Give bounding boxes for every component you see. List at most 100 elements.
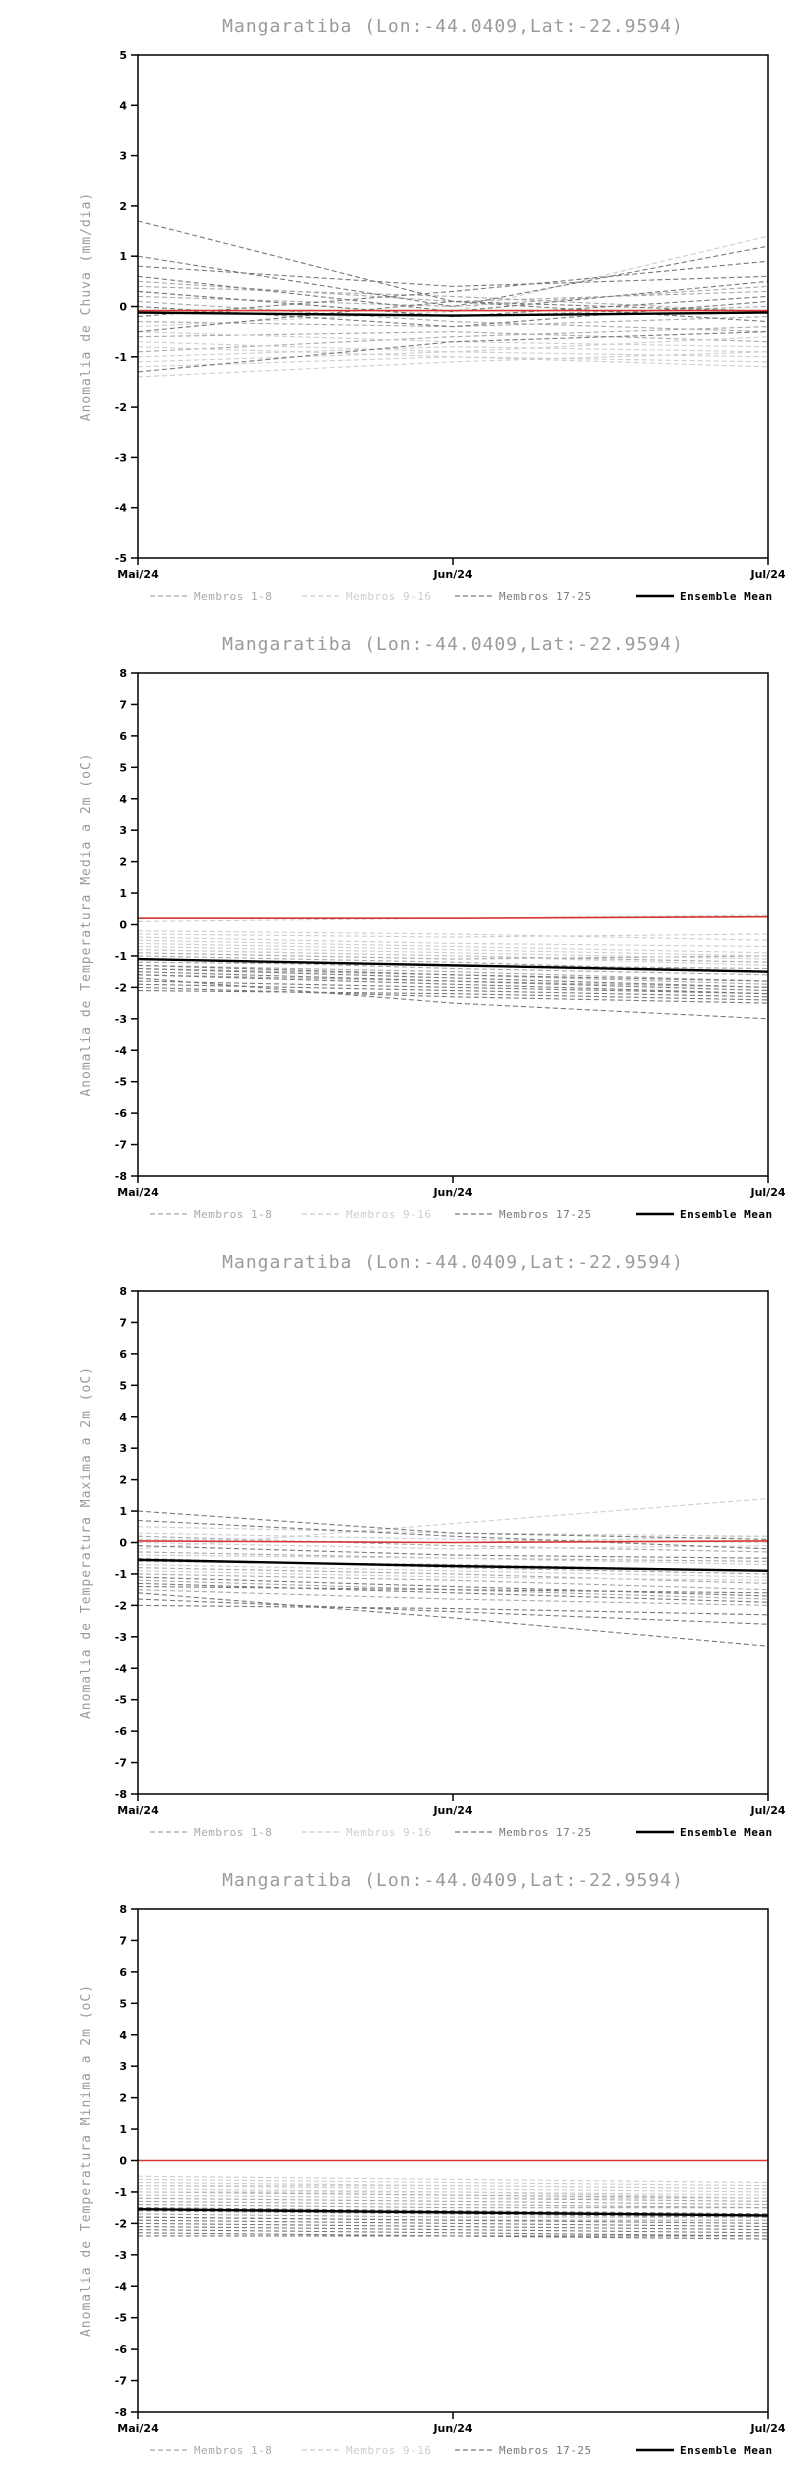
member-line	[137, 300, 769, 333]
x-tick-label: Jul/24	[749, 1804, 785, 1817]
y-tick-label: 3	[119, 824, 127, 837]
member-line	[137, 2178, 769, 2187]
member-line	[137, 260, 769, 318]
member-line	[137, 1510, 769, 1540]
member-line	[137, 2213, 768, 2218]
member-line	[137, 220, 769, 313]
member-line	[137, 939, 769, 954]
y-tick-label: -4	[115, 1662, 128, 1675]
y-tick-label: 0	[119, 919, 127, 932]
member-line	[137, 1604, 769, 1616]
member-line	[137, 967, 769, 988]
rain-anomaly-chart: Mangaratiba (Lon:-44.0409,Lat:-22.9594) A…	[0, 0, 800, 618]
chart-title: Mangaratiba (Lon:-44.0409,Lat:-22.9594)	[222, 16, 684, 37]
member-line	[137, 2203, 768, 2209]
y-tick-label: -5	[115, 552, 127, 565]
legend-label: Membros 17-25	[499, 2444, 592, 2457]
member-line	[137, 1563, 769, 1578]
x-tick-label: Mai/24	[117, 568, 159, 581]
member-line	[137, 2216, 769, 2224]
member-line	[137, 933, 769, 938]
y-tick-label: 6	[119, 1966, 127, 1979]
y-tick-label: 7	[119, 1934, 127, 1947]
member-line	[137, 1585, 769, 1594]
member-line	[137, 1598, 769, 1625]
legend-label: Membros 1-8	[194, 1208, 272, 1221]
x-tick-label: Jul/24	[749, 568, 785, 581]
y-tick-label: -6	[115, 1725, 128, 1738]
member-line	[137, 1589, 769, 1606]
member-line	[137, 2225, 769, 2234]
member-line	[137, 285, 769, 313]
y-tick-label: 4	[119, 1411, 127, 1424]
y-tick-label: -4	[115, 502, 128, 515]
member-line	[137, 245, 769, 308]
member-line	[137, 2194, 768, 2199]
ensemble-mean-line	[137, 2208, 769, 2217]
y-tick-label: -3	[115, 2249, 127, 2262]
y-tick-label: -2	[115, 981, 127, 994]
y-tick-label: -2	[115, 2217, 127, 2230]
x-tick-label: Jun/24	[432, 2422, 472, 2435]
y-tick-label: 1	[119, 1505, 127, 1518]
member-line	[137, 942, 769, 957]
member-line	[137, 1573, 769, 1591]
member-line	[137, 2200, 769, 2209]
legend-label: Membros 17-25	[499, 1208, 592, 1221]
legend-label: Membros 9-16	[346, 590, 431, 603]
member-line	[137, 980, 769, 995]
y-tick-label: -3	[115, 1631, 127, 1644]
y-tick-label: -3	[115, 1013, 127, 1026]
y-tick-label: -7	[115, 1139, 127, 1152]
member-line	[137, 930, 769, 941]
x-tick-label: Mai/24	[117, 1186, 159, 1199]
legend-label: Membros 1-8	[194, 1826, 272, 1839]
member-line	[137, 2191, 769, 2199]
member-line	[137, 986, 769, 1004]
member-line	[137, 1535, 769, 1553]
member-line	[137, 2222, 769, 2231]
max-temp-anomaly-chart: Mangaratiba (Lon:-44.0409,Lat:-22.9594) A…	[0, 1236, 800, 1854]
member-line	[137, 1582, 769, 1603]
y-tick-label: 1	[119, 250, 127, 263]
y-tick-label: 4	[119, 793, 127, 806]
member-line	[137, 326, 769, 353]
member-line	[137, 974, 769, 995]
member-line	[137, 2175, 769, 2184]
chart-title: Mangaratiba (Lon:-44.0409,Lat:-22.9594)	[222, 1870, 684, 1891]
y-tick-label: 8	[119, 1903, 127, 1916]
y-tick-label: 4	[119, 99, 127, 112]
y-tick-label: -2	[115, 1599, 127, 1612]
x-tick-label: Jun/24	[432, 1186, 472, 1199]
member-line	[137, 331, 769, 373]
chart-svg-rain-anomaly: Mangaratiba (Lon:-44.0409,Lat:-22.9594) A…	[79, 16, 786, 603]
member-line	[137, 2219, 769, 2228]
legend-label: Ensemble Mean	[680, 590, 773, 603]
member-line	[137, 275, 769, 313]
y-tick-label: -1	[115, 351, 127, 364]
member-line	[137, 351, 769, 363]
ensemble-mean-line	[137, 1558, 769, 1572]
member-line	[137, 945, 769, 960]
y-tick-label: -1	[115, 2186, 127, 2199]
member-line	[137, 351, 769, 378]
member-line	[137, 2185, 769, 2193]
min-temp-anomaly-chart: Mangaratiba (Lon:-44.0409,Lat:-22.9594) A…	[0, 1854, 800, 2472]
y-tick-label: -1	[115, 1568, 127, 1581]
member-line	[137, 983, 769, 998]
member-line	[137, 1592, 769, 1647]
ensemble-mean-line	[137, 311, 769, 317]
y-tick-label: -4	[115, 1044, 128, 1057]
y-tick-label: 2	[119, 200, 127, 213]
red-reference-line	[137, 1540, 769, 1544]
y-tick-label: 3	[119, 1442, 127, 1455]
y-tick-label: 3	[119, 2060, 127, 2073]
y-tick-label: -7	[115, 1757, 127, 1770]
member-line	[137, 1545, 769, 1559]
y-tick-label: 5	[119, 761, 127, 774]
y-tick-label: 6	[119, 730, 127, 743]
y-tick-label: -2	[115, 401, 127, 414]
x-tick-label: Jun/24	[432, 1804, 472, 1817]
member-line	[137, 331, 769, 348]
